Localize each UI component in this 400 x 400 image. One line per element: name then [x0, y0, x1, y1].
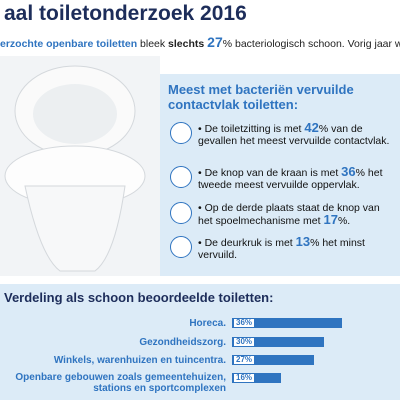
chart-section: Verdeling als schoon beoordeelde toilett…: [0, 284, 400, 400]
item-text: De toiletzitting is met: [204, 123, 305, 135]
panel-item: • De toiletzitting is met 42% van de gev…: [198, 120, 390, 147]
subtitle: erzochte openbare toiletten bleek slecht…: [0, 34, 400, 50]
bar: [232, 373, 281, 383]
chart-title: Verdeling als schoon beoordeelde toilett…: [4, 290, 274, 305]
item-icon: [170, 236, 192, 258]
item-text: %.: [337, 215, 351, 227]
item-text: De deurkruk is met: [204, 237, 296, 249]
panel-item: • De knop van de kraan is met 36% het tw…: [198, 164, 383, 191]
value-label: 27%: [234, 355, 255, 364]
item-text: % het minst vervuild.: [198, 237, 365, 261]
item-text: Op de derde plaats staat de knop van het…: [198, 202, 380, 227]
item-text: De knop van de kraan is met: [204, 167, 342, 179]
item-number: 13: [295, 234, 311, 249]
category-label: Winkels, warenhuizen en tuincentra.: [53, 355, 226, 366]
panel-item: • Op de derde plaats staat de knop van h…: [198, 202, 380, 227]
toilet-illustration: [0, 56, 160, 276]
item-number: 17: [323, 212, 338, 227]
subtitle-lead: erzochte openbare toiletten: [0, 38, 138, 50]
subtitle-text: bleek: [137, 38, 169, 50]
category-label: Gezondheidszorg.: [139, 337, 226, 348]
item-icon: [170, 166, 192, 188]
value-label: 16%: [234, 373, 255, 382]
item-icon: [170, 122, 192, 144]
subtitle-text: % bacteriologisch schoon. Vorig jaar wa: [222, 38, 400, 50]
category-label: Horeca.: [189, 318, 226, 329]
item-number: 36: [341, 164, 356, 179]
bar: [232, 318, 342, 328]
info-panel: Meest met bacteriën vervuilde contactvla…: [160, 74, 400, 276]
item-text: % het tweede meest vervuilde oppervlak.: [198, 167, 383, 191]
item-icon: [170, 202, 192, 224]
subtitle-number: 27: [207, 34, 223, 50]
value-label: 36%: [234, 318, 255, 327]
subtitle-emphasis: slechts: [168, 38, 205, 50]
panel-item: • De deurkruk is met 13% het minst vervu…: [198, 234, 365, 261]
bar: [232, 355, 315, 365]
item-number: 42: [304, 120, 319, 135]
item-text: % van de gevallen het meest vervuilde co…: [198, 123, 390, 147]
title: aal toiletonderzoek 2016: [4, 2, 247, 25]
value-label: 30%: [234, 337, 255, 346]
panel-heading: Meest met bacteriën vervuilde contactvla…: [168, 82, 354, 112]
bar: [232, 337, 324, 347]
category-label: Openbare gebouwen zoals gemeentehuizen, …: [15, 372, 226, 394]
